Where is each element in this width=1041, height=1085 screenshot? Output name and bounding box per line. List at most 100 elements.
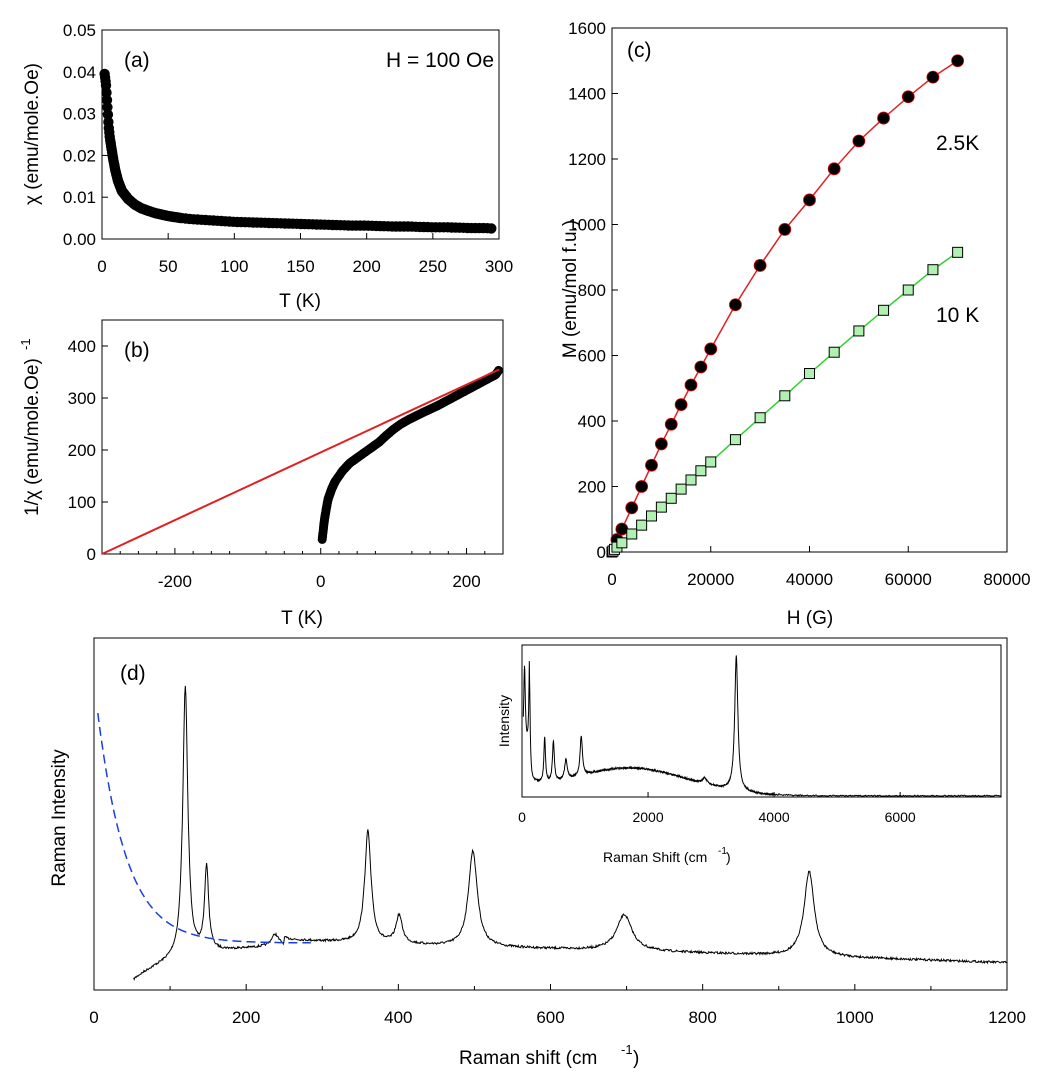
panel-a-y-tick-label-0: 0.00 [63, 230, 96, 249]
panel-d-x-tick-label-6: 1200 [988, 1008, 1026, 1027]
panel-d-spectrum [133, 685, 1008, 981]
panel-a-x-tick-label-3: 150 [286, 257, 314, 276]
panel-b-x-label: T (K) [281, 608, 323, 629]
panel-d-x-tick-label-5: 1000 [836, 1008, 874, 1027]
panel-c-series-2-point [695, 465, 707, 477]
panel-c-series-1-point-ring [753, 259, 767, 272]
panel-c-series-2-point [902, 284, 914, 296]
panel-c-series-2-point [853, 325, 865, 337]
panel-b-x-ticks: -200 0 200 [119, 548, 504, 591]
inset-x-tick-label-0: 0 [518, 809, 526, 825]
panel-c-series-1-point-ring [645, 458, 658, 472]
panel-b-curie-weiss-fit [101, 368, 500, 555]
panel-d-x-tick-label-0: 0 [89, 1008, 98, 1027]
panel-c-series-1-point-ring [778, 223, 792, 236]
panel-c-series-1-point-ring [951, 54, 965, 68]
panel-c-series-1-point [729, 298, 742, 311]
panel-c-series-2-point [754, 412, 766, 424]
panel-d-label: (d) [120, 662, 146, 685]
panel-a-y-tick-label-2: 0.02 [63, 146, 96, 165]
inset-x-label: Raman Shift (cm [603, 849, 707, 865]
panel-a-point [102, 109, 114, 120]
panel-c-y-tick-label-5: 1000 [568, 216, 606, 235]
inset-x-ticks: 0 2000 4000 6000 [518, 792, 916, 825]
panel-c-series-2-point [828, 346, 840, 358]
panel-c: 0 20000 40000 60000 80000 0 200 400 600 800 1000 1… [560, 19, 1031, 629]
inset-x-label-sup: -1 [718, 846, 727, 857]
panel-c-series-2-point [646, 510, 657, 522]
panel-a-y-label: χ (emu/mole.Oe) [22, 63, 43, 205]
panel-c-x-tick-label-4: 80000 [983, 570, 1030, 589]
panel-b: -200 0 200 0 100 200 300 400 (b) T (K) 1/χ (em… [18, 319, 504, 629]
panel-c-series-1-point-ring [926, 70, 940, 84]
panel-a-x-tick-label-0: 0 [97, 257, 106, 276]
panel-c-series-2-point [685, 474, 697, 486]
panel-c-series-2-point [878, 304, 890, 316]
panel-c-series-1-line [611, 60, 959, 553]
panel-d-inset: 0 2000 4000 6000 Intensity Raman Shift (cm … [496, 644, 1002, 865]
inset-x-tick-label-2: 4000 [759, 809, 790, 825]
panel-c-series-2-point [675, 483, 687, 495]
inset-y-label: Intensity [496, 695, 512, 747]
panel-c-series-2-point [655, 501, 667, 513]
panel-c-series-1-point-ring [654, 437, 668, 451]
panel-c-series-1-point-ring [803, 193, 816, 207]
panel-a-x-tick-label-2: 100 [220, 257, 248, 276]
panel-c-series-2-point [665, 492, 677, 504]
panel-b-x-tick-label-2: 200 [452, 572, 480, 591]
panel-c-y-ticks: 0 200 400 600 800 1000 1200 1400 1600 [568, 19, 618, 562]
inset-frame [521, 644, 1002, 798]
panel-d-x-tick-label-3: 600 [536, 1008, 564, 1027]
panel-a-y-tick-label-1: 0.01 [63, 188, 96, 207]
inset-x-tick-label-3: 6000 [885, 809, 916, 825]
panel-c-x-tick-label-2: 40000 [786, 570, 833, 589]
panel-a-y-tick-label-4: 0.04 [63, 63, 96, 82]
panel-c-series-1-point [665, 418, 678, 431]
panel-c-y-tick-label-4: 800 [578, 281, 606, 300]
panel-b-y-tick-label-1: 100 [68, 493, 96, 512]
panel-c-series-1-point [655, 437, 668, 450]
panel-d-y-label: Raman Intensity [49, 749, 70, 887]
panel-c-y-label: M (emu/mol f.u.) [560, 220, 581, 358]
panel-c-series-2-point [636, 519, 648, 531]
panel-c-x-ticks: 0 20000 40000 60000 80000 [607, 546, 1031, 589]
panel-a-y-ticks: 0.00 0.01 0.02 0.03 0.04 0.05 [63, 21, 108, 249]
panel-d-x-ticks: 0 200 400 600 800 1000 1200 [89, 984, 1026, 1027]
panel-b-y-ticks: 0 100 200 300 400 [68, 337, 108, 564]
inset-data [522, 655, 1001, 797]
panel-c-series-1-point [694, 360, 707, 373]
panel-c-label: (c) [627, 39, 652, 62]
panel-a-x-ticks: 0 50 100 150 200 250 300 [97, 233, 513, 276]
inset-x-label-suffix: ) [726, 849, 731, 865]
panel-d-baseline [97, 712, 311, 944]
panel-c-y-tick-label-6: 1200 [568, 150, 606, 169]
panel-c-data [606, 54, 965, 558]
panel-c-series-1-point [754, 259, 767, 272]
panel-c-series-2-point [779, 390, 791, 402]
panel-b-x-tick-label-0: -200 [158, 572, 192, 591]
panel-c-series-1-point [625, 501, 638, 514]
inset-spectrum [522, 655, 1001, 797]
panel-a-label: (a) [124, 49, 150, 72]
panel-c-y-tick-label-2: 400 [578, 412, 606, 431]
panel-c-series-1-point-ring [635, 480, 649, 493]
panel-c-y-tick-label-7: 1400 [568, 85, 606, 104]
panel-c-series-1-point-ring [729, 298, 742, 312]
panel-c-series2-label: 10 K [936, 304, 979, 327]
panel-a-point [486, 223, 497, 234]
panel-c-series-1-point-ring [901, 90, 915, 104]
panel-c-y-tick-label-1: 200 [578, 478, 606, 497]
panel-d-x-tick-label-1: 200 [232, 1008, 260, 1027]
panel-c-series-1-point-ring [827, 162, 841, 176]
panel-d-x-label-suffix: ) [633, 1048, 639, 1069]
panel-a-data [99, 68, 497, 234]
panel-c-x-tick-label-0: 0 [607, 570, 616, 589]
panel-d-x-label-group: Raman shift (cm -1 ) [459, 1042, 639, 1069]
inset-x-label-group: Raman Shift (cm -1 ) [603, 846, 731, 865]
panel-c-series-1-point-ring [877, 111, 890, 125]
panel-c-series-2-point [927, 264, 939, 276]
panel-c-series-1-point [635, 480, 648, 493]
panel-b-x-tick-label-1: 0 [316, 572, 325, 591]
panel-c-series-1-point [778, 223, 791, 236]
